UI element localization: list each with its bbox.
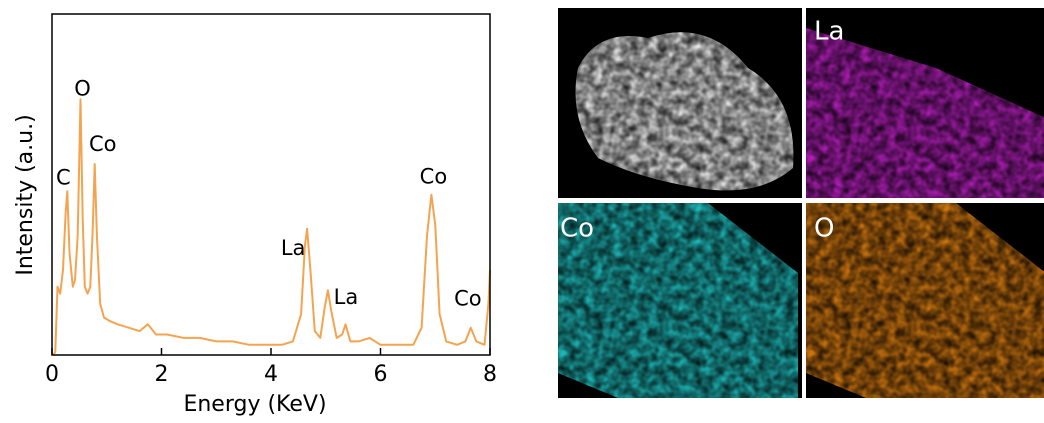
x-axis-label: Energy (KeV) xyxy=(183,392,326,417)
sem-panel xyxy=(558,8,802,198)
spectrum-line xyxy=(52,98,491,356)
x-tick-label: 4 xyxy=(264,362,278,387)
map-label: O xyxy=(814,214,834,244)
peak-label: La xyxy=(281,236,306,260)
x-tick-label: 0 xyxy=(45,362,59,387)
peak-label: Co xyxy=(454,287,482,311)
peak-label: O xyxy=(74,76,91,100)
map-label: La xyxy=(814,17,844,47)
peak-label: Co xyxy=(420,165,448,189)
peak-label: La xyxy=(334,285,359,309)
o-map: O xyxy=(806,203,1044,398)
la-map: La xyxy=(806,8,1044,198)
peak-label: Co xyxy=(89,132,117,156)
x-tick-label: 2 xyxy=(155,362,169,387)
x-tick-label: 8 xyxy=(483,362,497,387)
peak-label: C xyxy=(56,165,71,189)
map-label: Co xyxy=(560,214,594,244)
y-axis-label: Intensity (a.u.) xyxy=(13,114,38,275)
co-map: Co xyxy=(558,203,802,398)
x-tick-label: 6 xyxy=(374,362,388,387)
